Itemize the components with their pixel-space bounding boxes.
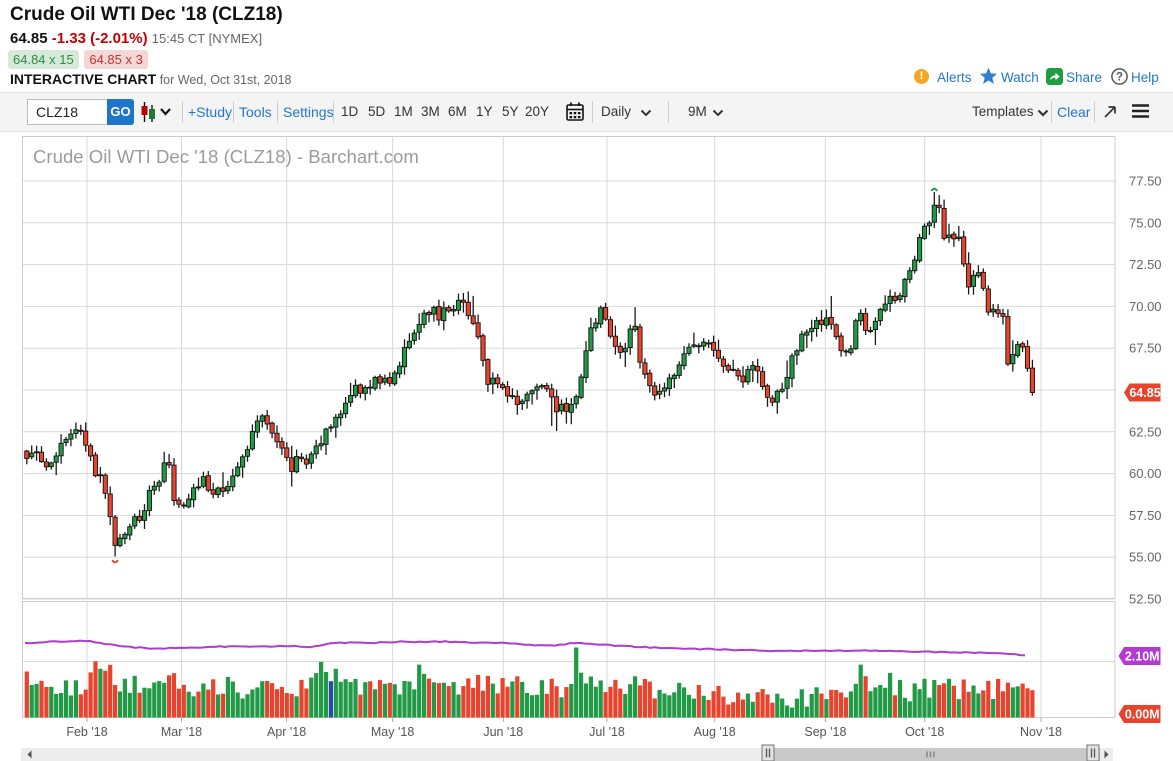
svg-text:60.00: 60.00 bbox=[1129, 466, 1162, 481]
svg-text:70.00: 70.00 bbox=[1129, 299, 1162, 314]
svg-text:72.50: 72.50 bbox=[1129, 257, 1162, 272]
svg-text:Sep '18: Sep '18 bbox=[804, 725, 846, 739]
svg-text:77.50: 77.50 bbox=[1129, 174, 1162, 189]
svg-text:64.85: 64.85 bbox=[1129, 386, 1160, 400]
svg-text:67.50: 67.50 bbox=[1129, 341, 1162, 356]
svg-text:57.50: 57.50 bbox=[1129, 508, 1162, 523]
svg-text:Jun '18: Jun '18 bbox=[483, 725, 523, 739]
svg-text:Aug '18: Aug '18 bbox=[694, 725, 736, 739]
svg-text:52.50: 52.50 bbox=[1129, 592, 1162, 607]
svg-text:Oct '18: Oct '18 bbox=[905, 725, 944, 739]
svg-text:Jul '18: Jul '18 bbox=[589, 725, 625, 739]
svg-text:2.10M: 2.10M bbox=[1125, 649, 1160, 663]
svg-text:Mar '18: Mar '18 bbox=[161, 725, 202, 739]
svg-text:0.00M: 0.00M bbox=[1125, 707, 1160, 721]
svg-text:55.00: 55.00 bbox=[1129, 550, 1162, 565]
svg-text:Feb '18: Feb '18 bbox=[66, 725, 107, 739]
svg-text:62.50: 62.50 bbox=[1129, 424, 1162, 439]
svg-text:75.00: 75.00 bbox=[1129, 215, 1162, 230]
svg-text:?: ? bbox=[1116, 72, 1123, 84]
svg-text:Apr '18: Apr '18 bbox=[267, 725, 306, 739]
svg-text:Nov '18: Nov '18 bbox=[1020, 725, 1062, 739]
svg-text:Crude Oil WTI Dec '18 (CLZ18): Crude Oil WTI Dec '18 (CLZ18) - Barchart… bbox=[33, 146, 419, 167]
svg-text:May '18: May '18 bbox=[371, 725, 414, 739]
